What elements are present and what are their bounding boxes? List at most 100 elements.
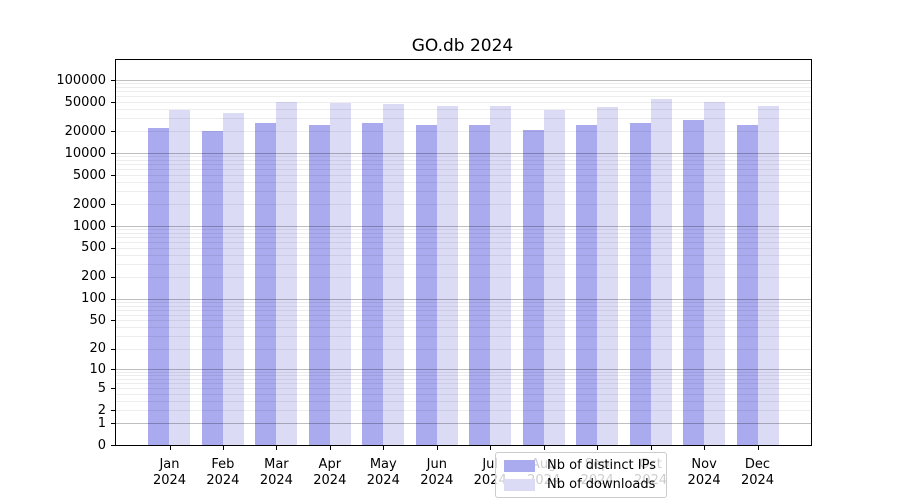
gridline-minor bbox=[116, 83, 811, 85]
gridline-minor bbox=[116, 102, 811, 103]
gridline-minor bbox=[116, 372, 811, 373]
bar-distinct-ips-jan bbox=[148, 127, 170, 445]
y-tick-mark bbox=[111, 175, 116, 176]
gridline-minor bbox=[116, 336, 811, 338]
gridline-minor bbox=[116, 175, 811, 176]
x-tick-mark bbox=[383, 445, 385, 450]
y-tick-label: 100000 bbox=[56, 72, 106, 88]
y-tick-label: 200 bbox=[81, 269, 106, 285]
bar-downloads-nov bbox=[704, 102, 726, 445]
bar-downloads-oct bbox=[650, 98, 672, 445]
x-tick-mark bbox=[543, 445, 545, 450]
y-tick-label: 20000 bbox=[64, 123, 106, 139]
gridline-minor bbox=[116, 247, 811, 249]
y-tick-label: 50 bbox=[89, 312, 106, 328]
bar-distinct-ips-jul bbox=[469, 125, 491, 445]
x-tick-mark bbox=[329, 445, 331, 450]
x-tick-label: Jan 2024 bbox=[152, 457, 187, 488]
x-tick-label: Feb 2024 bbox=[206, 457, 240, 488]
gridline-minor bbox=[116, 348, 811, 350]
y-tick-label: 5 bbox=[97, 380, 106, 396]
x-tick-mark bbox=[490, 445, 492, 450]
x-tick-mark bbox=[169, 445, 171, 450]
x-tick-mark bbox=[650, 445, 652, 450]
y-tick-mark bbox=[111, 298, 116, 300]
gridline-minor bbox=[116, 164, 811, 166]
y-tick-mark bbox=[111, 423, 116, 424]
bar-downloads-aug bbox=[543, 109, 565, 445]
bar-distinct-ips-apr bbox=[308, 124, 330, 445]
gridline-minor bbox=[116, 410, 811, 412]
plot-area: Nb of distinct IPs Nb of downloads 10000… bbox=[56, 59, 812, 498]
legend-swatch-distinct-ips bbox=[504, 459, 535, 472]
gridline-minor bbox=[116, 327, 811, 329]
x-tick-label: Dec 2024 bbox=[740, 457, 775, 488]
gridline-minor bbox=[116, 118, 811, 120]
gridline-minor bbox=[116, 160, 811, 162]
bar-downloads-dec bbox=[757, 106, 779, 445]
y-tick-label: 50000 bbox=[64, 94, 106, 110]
gridline-minor bbox=[116, 309, 811, 311]
gridline-major bbox=[116, 298, 811, 300]
y-tick-mark bbox=[111, 153, 116, 154]
legend-entry-downloads: Nb of downloads bbox=[504, 477, 656, 492]
legend-label-distinct-ips: Nb of distinct IPs bbox=[547, 458, 656, 473]
bar-distinct-ips-dec bbox=[736, 124, 758, 445]
bar-downloads-jun bbox=[436, 106, 458, 445]
bar-distinct-ips-oct bbox=[629, 123, 651, 445]
gridline-minor bbox=[116, 375, 811, 377]
y-tick-mark bbox=[111, 410, 116, 412]
y-tick-label: 2 bbox=[97, 402, 106, 418]
y-tick-label: 5000 bbox=[72, 167, 106, 183]
bar-downloads-jan bbox=[169, 110, 191, 445]
x-tick-mark bbox=[757, 445, 759, 450]
gridline-minor bbox=[116, 96, 811, 98]
chart-title: GO.db 2024 bbox=[411, 36, 514, 56]
gridline-minor bbox=[116, 182, 811, 183]
y-tick-label: 20 bbox=[89, 341, 106, 356]
gridline-minor bbox=[116, 237, 811, 239]
y-tick-label: 1000 bbox=[72, 218, 106, 234]
bar-downloads-mar bbox=[276, 102, 298, 445]
y-tick-mark bbox=[111, 348, 116, 350]
gridline-minor bbox=[116, 169, 811, 171]
gridline-minor bbox=[116, 276, 811, 278]
bar-distinct-ips-mar bbox=[255, 123, 277, 445]
gridline-minor bbox=[116, 394, 811, 395]
y-tick-label: 0 bbox=[97, 437, 106, 453]
bar-distinct-ips-jun bbox=[415, 125, 437, 445]
bar-distinct-ips-aug bbox=[522, 129, 544, 445]
bar-downloads-feb bbox=[222, 112, 244, 445]
y-tick-label: 2000 bbox=[72, 196, 106, 212]
gridline-minor bbox=[116, 131, 811, 132]
gridline-major bbox=[116, 153, 811, 154]
x-tick-label: Apr 2024 bbox=[313, 457, 347, 488]
bar-downloads-may bbox=[383, 104, 405, 445]
y-tick-label: 1 bbox=[97, 415, 106, 431]
y-tick-mark bbox=[111, 226, 116, 227]
gridline-minor bbox=[116, 264, 811, 266]
y-tick-mark bbox=[111, 369, 116, 370]
x-tick-mark bbox=[704, 445, 706, 450]
gridline-minor bbox=[116, 314, 811, 316]
y-tick-label: 10000 bbox=[64, 145, 106, 161]
y-tick-label: 100 bbox=[81, 291, 106, 307]
x-tick-label: Nov 2024 bbox=[687, 457, 721, 488]
gridline-minor bbox=[116, 255, 811, 256]
bar-distinct-ips-nov bbox=[683, 119, 705, 445]
legend-label-downloads: Nb of downloads bbox=[547, 477, 656, 492]
x-tick-label: May 2024 bbox=[366, 457, 400, 488]
bar-distinct-ips-may bbox=[362, 122, 384, 445]
gridline-minor bbox=[116, 156, 811, 158]
y-tick-mark bbox=[111, 102, 116, 103]
gridline-minor bbox=[116, 320, 811, 322]
gridline-major bbox=[116, 423, 811, 424]
y-tick-mark bbox=[111, 445, 116, 446]
x-tick-label: Jun 2024 bbox=[420, 457, 454, 488]
gridline-minor bbox=[116, 388, 811, 390]
bar-downloads-sep bbox=[597, 107, 619, 445]
y-tick-label: 10 bbox=[89, 361, 106, 377]
x-tick-mark bbox=[597, 445, 599, 450]
y-tick-mark bbox=[111, 276, 116, 278]
